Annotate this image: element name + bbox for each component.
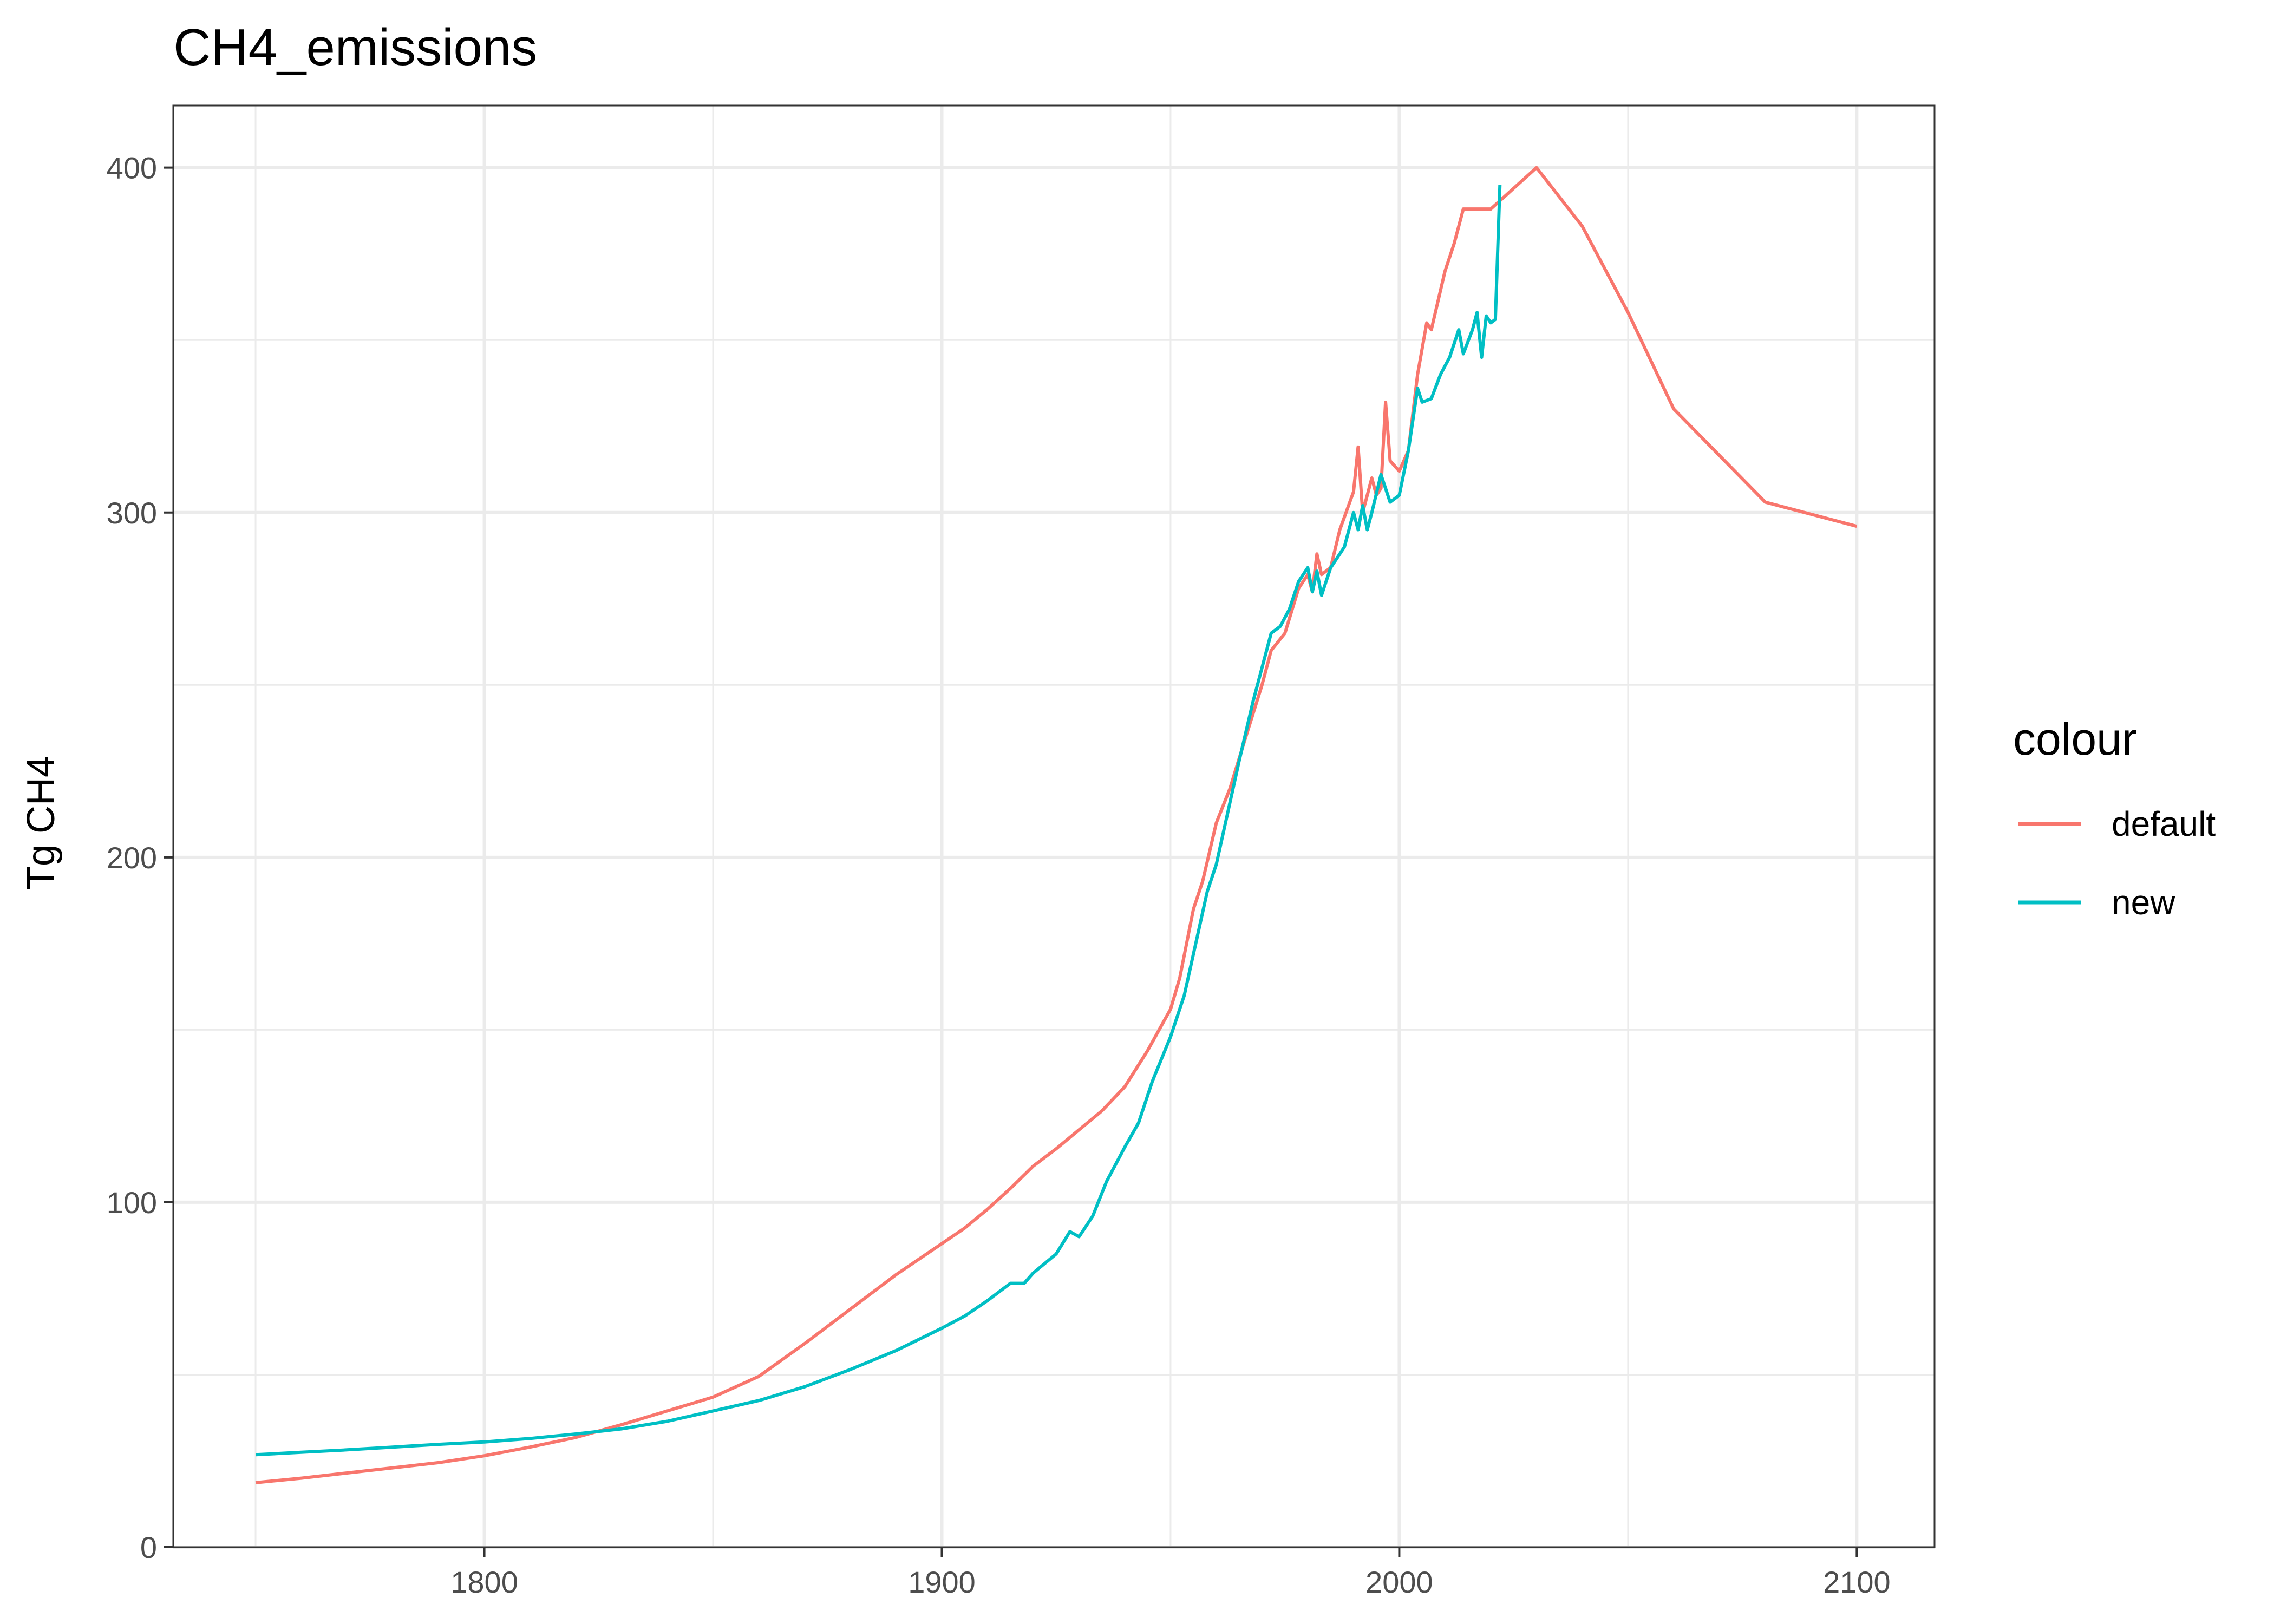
- plot-panel-border: [172, 104, 1936, 1548]
- axes: 1800 1900 2000 2100 0 100 200 300 400: [107, 151, 1891, 1599]
- grid: [173, 106, 1935, 1549]
- x-tick-label: 2000: [1365, 1565, 1433, 1599]
- legend-items: default new: [2018, 804, 2216, 922]
- legend-item-new: new: [2018, 883, 2175, 922]
- x-tick-label: 2100: [1823, 1565, 1891, 1599]
- x-tick-label: 1900: [908, 1565, 976, 1599]
- y-tick-label: 100: [107, 1186, 157, 1220]
- y-tick-label: 0: [140, 1530, 157, 1564]
- legend-label: default: [2112, 804, 2216, 843]
- x-tick-label: 1800: [450, 1565, 518, 1599]
- y-tick-label: 200: [107, 841, 157, 875]
- series-line-default: [255, 166, 1858, 1484]
- series-lines: [255, 166, 1858, 1484]
- y-axis-title: Tg CH4: [19, 756, 63, 890]
- legend-title: colour: [2013, 713, 2137, 764]
- chart-title: CH4_emissions: [173, 18, 537, 76]
- legend-item-default: default: [2018, 804, 2216, 843]
- y-tick-label: 300: [107, 496, 157, 530]
- legend-label: new: [2112, 883, 2175, 922]
- legend: colour default new: [2013, 713, 2216, 922]
- series-line-new: [255, 185, 1502, 1457]
- y-tick-label: 400: [107, 151, 157, 185]
